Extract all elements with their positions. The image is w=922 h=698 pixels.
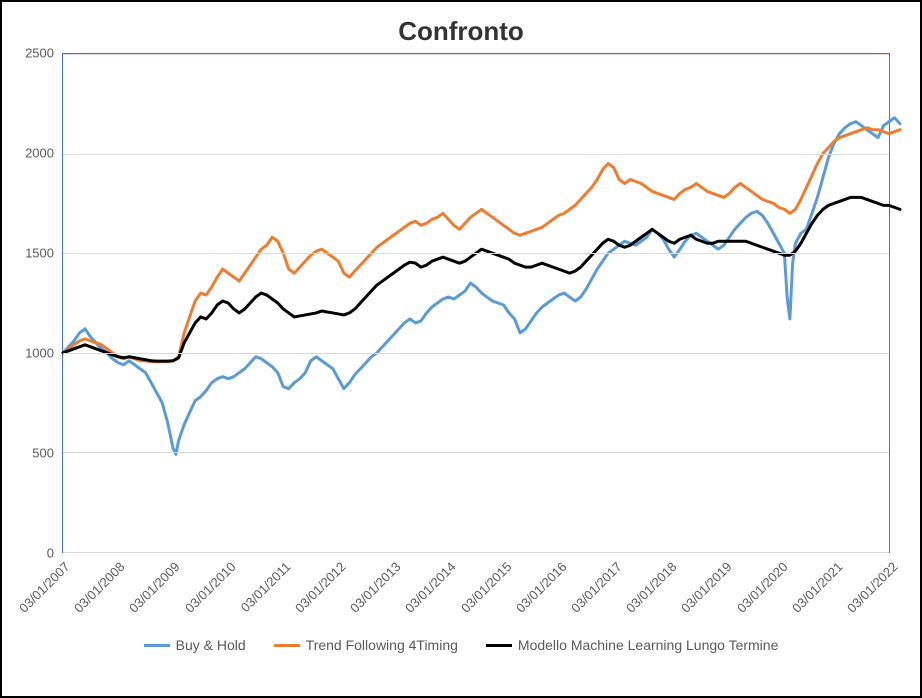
y-tick-label: 0 bbox=[47, 546, 54, 561]
x-tick-label: 03/01/2021 bbox=[789, 559, 846, 616]
y-tick-label: 2500 bbox=[25, 46, 54, 61]
series-line bbox=[63, 197, 900, 361]
legend: Buy & Hold Trend Following 4Timing Modello… bbox=[2, 637, 920, 653]
x-tick-label: 03/01/2016 bbox=[513, 559, 570, 616]
x-tick-label: 03/01/2009 bbox=[126, 559, 183, 616]
x-tick-label: 03/01/2022 bbox=[844, 559, 901, 616]
x-tick-label: 03/01/2008 bbox=[71, 559, 128, 616]
legend-item: Buy & Hold bbox=[144, 637, 246, 653]
gridline bbox=[63, 253, 889, 254]
chart-svg bbox=[63, 54, 889, 552]
legend-item: Modello Machine Learning Lungo Termine bbox=[486, 637, 778, 653]
y-tick-label: 1500 bbox=[25, 246, 54, 261]
legend-swatch bbox=[144, 644, 170, 647]
chart-container: Confronto 05001000150020002500 03/01/200… bbox=[0, 0, 922, 698]
plot-area bbox=[62, 53, 890, 553]
x-tick-label: 03/01/2014 bbox=[402, 559, 459, 616]
x-axis: 03/01/200703/01/200803/01/200903/01/2010… bbox=[62, 553, 890, 633]
legend-label: Buy & Hold bbox=[176, 637, 246, 653]
series-line bbox=[63, 118, 900, 455]
gridline bbox=[63, 353, 889, 354]
plot-wrapper: 05001000150020002500 bbox=[62, 53, 890, 553]
x-tick-label: 03/01/2017 bbox=[568, 559, 625, 616]
legend-swatch bbox=[486, 644, 512, 647]
gridline bbox=[63, 154, 889, 155]
x-tick-label: 03/01/2010 bbox=[182, 559, 239, 616]
x-tick-label: 03/01/2018 bbox=[623, 559, 680, 616]
legend-label: Trend Following 4Timing bbox=[306, 637, 458, 653]
y-tick-label: 500 bbox=[32, 446, 54, 461]
legend-label: Modello Machine Learning Lungo Termine bbox=[518, 637, 778, 653]
x-tick-label: 03/01/2007 bbox=[16, 559, 73, 616]
gridline bbox=[63, 54, 889, 55]
x-tick-label: 03/01/2020 bbox=[734, 559, 791, 616]
gridline bbox=[63, 452, 889, 453]
x-tick-label: 03/01/2015 bbox=[458, 559, 515, 616]
chart-title: Confronto bbox=[2, 16, 920, 47]
legend-swatch bbox=[274, 644, 300, 647]
series-line bbox=[63, 128, 900, 362]
legend-item: Trend Following 4Timing bbox=[274, 637, 458, 653]
x-tick-label: 03/01/2019 bbox=[678, 559, 735, 616]
x-tick-label: 03/01/2013 bbox=[347, 559, 404, 616]
x-tick-label: 03/01/2011 bbox=[237, 559, 293, 615]
y-tick-label: 1000 bbox=[25, 346, 54, 361]
y-tick-label: 2000 bbox=[25, 146, 54, 161]
x-tick-label: 03/01/2012 bbox=[292, 559, 349, 616]
